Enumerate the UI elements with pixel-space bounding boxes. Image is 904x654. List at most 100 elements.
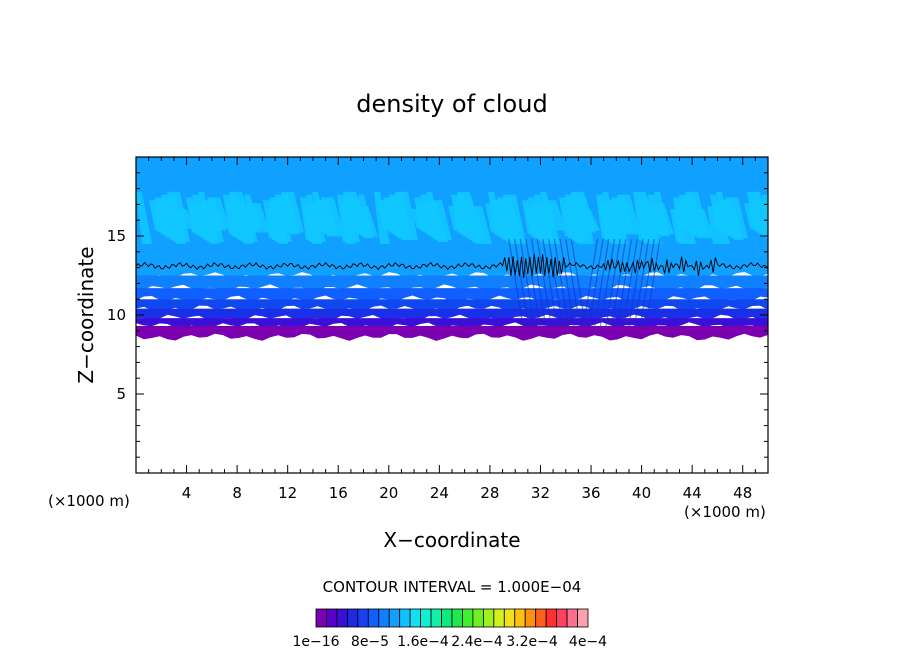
- bright-streak: [149, 200, 172, 231]
- wave-stripe: [588, 239, 604, 327]
- x-tick-label: 28: [480, 484, 499, 502]
- contour-line: [136, 253, 768, 279]
- bright-streak: [374, 191, 390, 244]
- colorbar-swatch: [367, 608, 380, 628]
- colorbar-swatch: [378, 608, 390, 628]
- wave-stripe: [616, 239, 633, 327]
- colorbar-swatch: [514, 608, 526, 628]
- y-tick-label: 15: [107, 227, 126, 245]
- bright-streak: [263, 200, 286, 239]
- chart-title: density of cloud: [356, 90, 547, 118]
- bright-streak: [522, 200, 538, 235]
- colorbar-swatch: [346, 608, 359, 628]
- colorbar-swatch: [462, 608, 474, 628]
- y-tick-label: 5: [116, 385, 126, 403]
- wave-stripe: [531, 239, 547, 327]
- wave-stripe: [508, 239, 524, 327]
- density-layer: [136, 288, 768, 303]
- wave-stripe: [519, 239, 535, 327]
- wave-stripe: [639, 239, 655, 327]
- bright-streak: [223, 194, 246, 235]
- wave-stripe: [582, 239, 598, 327]
- colorbar-swatch: [430, 608, 442, 628]
- colorbar-tick-label: 4e−4: [569, 634, 607, 650]
- bright-streak: [744, 203, 760, 229]
- colorbar-swatch: [451, 608, 463, 628]
- colorbar-swatch: [399, 608, 411, 628]
- wave-stripe: [542, 239, 558, 327]
- colorbar: [315, 608, 589, 628]
- wave-stripe: [565, 239, 581, 327]
- bright-streak: [448, 205, 464, 231]
- wave-stripe: [559, 239, 575, 327]
- colorbar-swatch: [556, 608, 568, 628]
- x-axis-label: X−coordinate: [383, 528, 520, 552]
- bright-streak: [337, 194, 360, 243]
- x-unit-right: (×1000 m): [684, 503, 766, 521]
- x-axis: 4 8 12 16 20 24 28 32 36 40 44 48: [148, 157, 756, 502]
- x-tick-label: 44: [683, 484, 702, 502]
- wave-stripe: [525, 239, 541, 327]
- wave-stripe: [622, 239, 638, 327]
- x-tick-label: 16: [329, 484, 348, 502]
- bright-streak: [596, 194, 612, 239]
- bright-streak: [186, 197, 202, 233]
- colorbar-tick-label: 8e−5: [351, 634, 389, 650]
- colorbar-swatch: [388, 608, 401, 628]
- wave-stripe: [605, 239, 621, 327]
- wave-stripe: [548, 239, 564, 327]
- x-tick-label: 24: [430, 484, 449, 502]
- colorbar-tick-label: 2.4e−4: [451, 634, 503, 650]
- bright-streak: [559, 197, 582, 237]
- y-axis: 5 10 15: [107, 172, 768, 458]
- colorbar-swatch: [472, 608, 484, 628]
- colorbar-swatch: [336, 608, 348, 628]
- colorbar-swatch: [409, 608, 422, 628]
- colorbar-swatch: [420, 608, 432, 628]
- x-unit-left: (×1000 m): [48, 492, 130, 510]
- colorbar-tick-label: 1e−16: [292, 634, 339, 650]
- colorbar-swatch: [545, 608, 558, 628]
- colorbar-swatch: [503, 608, 516, 628]
- x-tick-label: 36: [581, 484, 600, 502]
- wave-stripe: [514, 239, 530, 327]
- x-tick-label: 4: [182, 484, 192, 502]
- wave-stripe: [599, 239, 615, 327]
- wave-stripe: [536, 239, 552, 327]
- wave-stripe: [570, 239, 586, 327]
- wave-stripe: [594, 239, 610, 327]
- wave-stripe: [634, 239, 650, 327]
- colorbar-labels: 1e−16 8e−5 1.6e−4 2.4e−4 3.2e−4 4e−4: [292, 634, 607, 650]
- x-tick-label: 40: [632, 484, 651, 502]
- bright-streak: [633, 191, 656, 241]
- colorbar-tick-label: 1.6e−4: [397, 634, 449, 650]
- wave-stripe: [553, 239, 569, 327]
- wave-stripe: [645, 239, 661, 327]
- x-tick-label: 12: [278, 484, 297, 502]
- x-tick-label: 48: [733, 484, 752, 502]
- density-layer: [136, 326, 768, 341]
- contour-interval-label: CONTOUR INTERVAL = 1.000E−04: [323, 578, 582, 596]
- wave-stripe: [611, 239, 627, 327]
- colorbar-swatch: [357, 608, 369, 628]
- colorbar-swatch: [326, 608, 338, 628]
- density-layer: [136, 275, 768, 292]
- bright-streak: [300, 197, 316, 241]
- colorbar-swatch: [441, 608, 453, 628]
- colorbar-tick-label: 3.2e−4: [506, 634, 558, 650]
- colorbar-swatch: [315, 608, 327, 628]
- x-tick-label: 20: [379, 484, 398, 502]
- y-tick-label: 10: [107, 306, 126, 324]
- bright-streak: [411, 208, 434, 229]
- colorbar-swatch: [493, 608, 505, 628]
- bright-streak: [707, 205, 730, 244]
- colorbar-swatch: [566, 608, 578, 628]
- x-tick-label: 8: [232, 484, 242, 502]
- plot-area: [136, 157, 768, 341]
- bright-streak: [670, 208, 686, 243]
- colorbar-swatch: [482, 608, 495, 628]
- bright-streak: [485, 203, 508, 233]
- y-axis-label: Z−coordinate: [74, 246, 98, 383]
- x-tick-label: 32: [531, 484, 550, 502]
